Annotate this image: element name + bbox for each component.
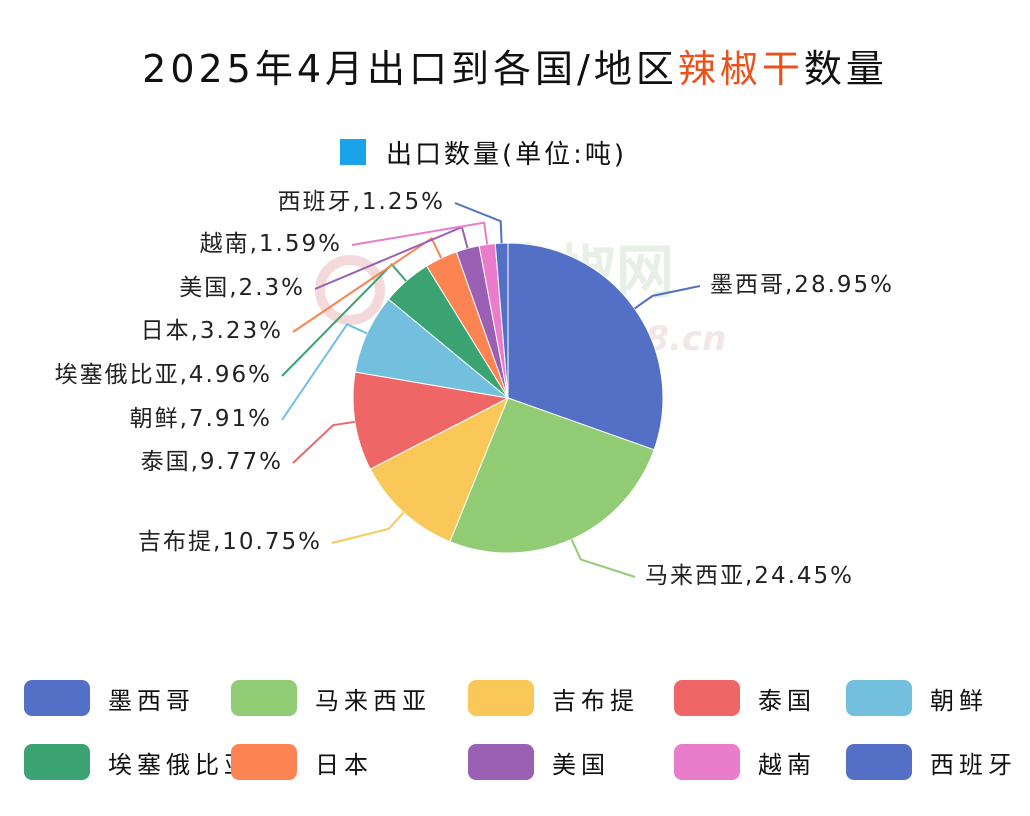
- title-suffix: 数量: [803, 47, 888, 91]
- legend-item-1[interactable]: 马来西亚: [231, 678, 431, 718]
- legend-swatch: [846, 744, 912, 780]
- legend-label: 墨西哥: [108, 686, 195, 715]
- pie-slice-0[interactable]: [507, 242, 664, 451]
- pie-slice-3[interactable]: [352, 371, 510, 470]
- legend-label: 美国: [552, 750, 610, 779]
- leader-line-3: [292, 420, 355, 464]
- legend-swatch: [231, 680, 297, 716]
- legend-item-7[interactable]: 美国: [468, 742, 610, 782]
- slice-label-3: 泰国,9.77%: [141, 449, 283, 475]
- legend-label: 泰国: [758, 686, 816, 715]
- legend-item-5[interactable]: 埃塞俄比亚: [24, 742, 253, 782]
- leader-line-9: [454, 202, 503, 244]
- pie-chart: 中椒网www.e658.cn 墨西哥,28.95%马来西亚,24.45%吉布提,…: [55, 189, 894, 589]
- series-legend[interactable]: 出口数量(单位:吨): [340, 132, 627, 172]
- legend-item-0[interactable]: 墨西哥: [24, 678, 195, 718]
- slice-label-6: 日本,3.23%: [141, 318, 283, 344]
- leader-line-0: [634, 285, 701, 310]
- chart-title: 2025年4月出口到各国/地区辣椒干数量: [0, 38, 1030, 93]
- title-highlight: 辣椒干: [677, 47, 804, 91]
- legend-item-2[interactable]: 吉布提: [468, 678, 639, 718]
- title-text: 2025年4月出口到各国/地区: [142, 47, 678, 91]
- series-legend-swatch: [340, 139, 366, 165]
- legend-swatch: [674, 680, 740, 716]
- legend-swatch: [674, 744, 740, 780]
- pie-slice-1[interactable]: [449, 397, 655, 554]
- legend-swatch: [468, 680, 534, 716]
- legend-swatch: [24, 744, 90, 780]
- legend-label: 朝鲜: [930, 686, 988, 715]
- slice-label-7: 美国,2.3%: [179, 275, 305, 301]
- pie-slice-2[interactable]: [369, 396, 509, 543]
- slice-labels: 墨西哥,28.95% 马来西亚,24.45% 吉布提,10.75% 泰国,9.77% 朝…: [55, 189, 894, 589]
- legend-label: 埃塞俄比亚: [108, 750, 253, 779]
- slice-label-2: 吉布提,10.75%: [138, 529, 322, 555]
- slice-label-9: 西班牙,1.25%: [278, 189, 445, 215]
- legend-item-3[interactable]: 泰国: [674, 678, 816, 718]
- legend-label: 越南: [758, 750, 816, 779]
- slice-label-4: 朝鲜,7.91%: [130, 406, 272, 432]
- pie-slices: [352, 242, 664, 554]
- legend-item-4[interactable]: 朝鲜: [846, 678, 988, 718]
- legend-label: 吉布提: [552, 686, 639, 715]
- slice-label-8: 越南,1.59%: [200, 231, 342, 257]
- leader-line-2: [331, 511, 405, 544]
- slice-label-5: 埃塞俄比亚,4.96%: [55, 362, 272, 388]
- leader-line-1: [570, 538, 636, 578]
- label-leader-lines: [281, 202, 701, 578]
- leader-line-6: [292, 236, 443, 333]
- legend-item-6[interactable]: 日本: [231, 742, 373, 782]
- legend-swatch: [231, 744, 297, 780]
- watermark-logo: [315, 255, 385, 325]
- legend-label: 马来西亚: [315, 686, 431, 715]
- leader-line-4: [281, 323, 368, 421]
- legend-item-9[interactable]: 西班牙: [846, 742, 1017, 782]
- legend-swatch: [846, 680, 912, 716]
- leader-line-8: [351, 221, 489, 246]
- pie-slice-9[interactable]: [494, 242, 509, 399]
- series-legend-label: 出口数量(单位:吨): [386, 139, 628, 170]
- legend-swatch: [468, 744, 534, 780]
- legend-label: 日本: [315, 750, 373, 779]
- legend-item-8[interactable]: 越南: [674, 742, 816, 782]
- slice-label-0: 墨西哥,28.95%: [710, 272, 894, 298]
- legend-swatch: [24, 680, 90, 716]
- slice-label-1: 马来西亚,24.45%: [645, 563, 854, 589]
- legend-label: 西班牙: [930, 750, 1017, 779]
